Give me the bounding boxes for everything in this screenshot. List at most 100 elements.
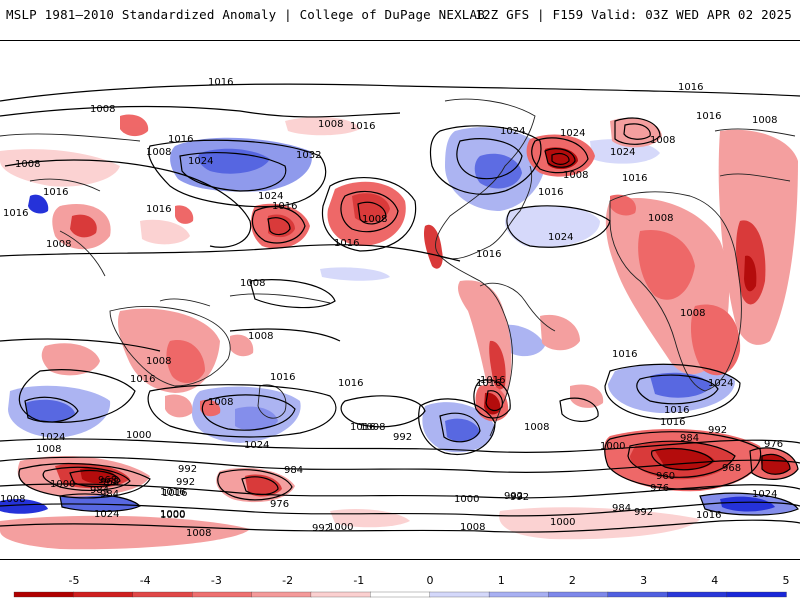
isobar-label: 1008 <box>0 494 25 505</box>
colorbar-segment <box>488 591 550 598</box>
isobar-label: 1024 <box>560 128 585 139</box>
isobar-label: 1016 <box>162 488 187 499</box>
isobar-label: 1008 <box>248 331 273 342</box>
isobar-label: 1000 <box>126 430 151 441</box>
isobar-label: 992 <box>178 464 197 475</box>
isobar-label: 1016 <box>476 378 501 389</box>
isobar-label: 1008 <box>240 278 265 289</box>
model-run-info: 12Z GFS | F159 Valid: 03Z WED APR 02 202… <box>475 7 792 22</box>
anomaly-map: 1016 1008 1008 1016 1016 1008 1008 1024 … <box>0 40 800 560</box>
isobar-label: 1000 <box>328 522 353 533</box>
isobar-label: 1008 <box>36 444 61 455</box>
isobar-label: 1000 <box>550 517 575 528</box>
isobar-label: 1016 <box>160 487 185 498</box>
isobar-label: 1032 <box>296 150 321 161</box>
isobar-label: 968 <box>98 475 117 486</box>
isobar-label: 1016 <box>272 201 297 212</box>
colorbar-tick-label: -3 <box>211 574 222 587</box>
isobar-label: 1016 <box>612 349 637 360</box>
colorbar-tick-label: 2 <box>569 574 576 587</box>
isobar-label: 984 <box>284 465 303 476</box>
isobar-label: 1016 <box>480 375 505 386</box>
isobar-label: 992 <box>393 432 412 443</box>
colorbar-tick-label: 5 <box>783 574 790 587</box>
isobar-label: 1008 <box>563 170 588 181</box>
isobar-label: 1000 <box>160 510 185 521</box>
isobar-label: 992 <box>176 477 195 488</box>
colorbar-segment <box>73 591 134 598</box>
isobar-label: 960 <box>656 471 675 482</box>
isobar-label: 1008 <box>680 308 705 319</box>
isobar-label: 1008 <box>90 104 115 115</box>
colorbar-segment <box>607 591 668 598</box>
colorbar-segment <box>370 591 431 598</box>
colorbar-tick-label: 1 <box>498 574 505 587</box>
isobar-label: 1008 <box>524 422 549 433</box>
isobar-label: 1016 <box>146 204 171 215</box>
isobar-label: 1008 <box>752 115 777 126</box>
colorbar-tick-label: -5 <box>69 574 80 587</box>
isobar-label: 968 <box>100 477 119 488</box>
colorbar-segment <box>429 591 490 598</box>
isobar-label: 1016 <box>678 82 703 93</box>
isobar-label: 1016 <box>538 187 563 198</box>
colorbar-segment <box>548 591 609 598</box>
isobar-label: 1016 <box>334 238 359 249</box>
isobar-labels: 1016 1008 1008 1016 1016 1008 1008 1024 … <box>0 77 783 539</box>
colorbar-tick-label: 3 <box>640 574 647 587</box>
isobar-label: 1000 <box>600 441 625 452</box>
isobar-label: 1024 <box>548 232 573 243</box>
isobar-label: 984 <box>680 433 699 444</box>
isobar-label: 1024 <box>244 440 269 451</box>
isobar-label: 976 <box>650 483 669 494</box>
isobar-label: 1016 <box>476 249 501 260</box>
isobar-label: 1016 <box>3 208 28 219</box>
isobar-label: 992 <box>708 425 727 436</box>
isobar-label: 1008 <box>362 214 387 225</box>
isobar-label: 1008 <box>360 422 385 433</box>
isobar-label: 1016 <box>350 422 375 433</box>
isobar-label: 984 <box>90 485 109 496</box>
isobar-label: 976 <box>764 439 783 450</box>
isobar-label: 1008 <box>650 135 675 146</box>
isobar-label: 1008 <box>146 147 171 158</box>
colorbar-tick-label: 0 <box>427 574 434 587</box>
isobar-label: 1024 <box>188 156 213 167</box>
colorbar-segment <box>192 591 253 598</box>
isobar-label: 1008 <box>460 522 485 533</box>
isobar-label: 984 <box>100 489 119 500</box>
isobar-label: 1016 <box>338 378 363 389</box>
isobar-label: 1008 <box>208 397 233 408</box>
isobar-label: 1024 <box>94 509 119 520</box>
isobar-label: 1016 <box>696 111 721 122</box>
colorbar-segment <box>251 591 312 598</box>
isobar-label: 992 <box>634 507 653 518</box>
colorbar-tick-label: 4 <box>711 574 718 587</box>
colorbar-tick-label: -4 <box>140 574 151 587</box>
anomaly-shading <box>0 114 798 550</box>
isobar-label: 1016 <box>664 405 689 416</box>
isobar-label: 1016 <box>130 374 155 385</box>
isobar-label: 1000 <box>50 479 75 490</box>
isobar-label: 1008 <box>146 356 171 367</box>
isobar-label: 1016 <box>270 372 295 383</box>
isobar-label: 1000 <box>160 509 185 520</box>
isobars <box>0 83 800 533</box>
colorbar-segment <box>726 591 787 598</box>
isobar-label: 1016 <box>168 134 193 145</box>
isobar-label: 984 <box>612 503 631 514</box>
isobar-label: 1016 <box>622 173 647 184</box>
isobar-label: 1008 <box>648 213 673 224</box>
isobar-label: 992 <box>312 523 331 534</box>
isobar-label: 992 <box>504 491 523 502</box>
isobar-label: 1024 <box>40 432 65 443</box>
isobar-label: 1024 <box>752 489 777 500</box>
isobar-label: 1000 <box>454 494 479 505</box>
isobar-label: 1016 <box>660 417 685 428</box>
colorbar-segment <box>13 591 75 598</box>
colorbar-tick-label: -2 <box>282 574 293 587</box>
isobar-label: 976 <box>270 499 289 510</box>
isobar-label: 1008 <box>15 159 40 170</box>
map-title: MSLP 1981–2010 Standardized Anomaly | Co… <box>6 7 485 22</box>
isobar-label: 1024 <box>708 378 733 389</box>
